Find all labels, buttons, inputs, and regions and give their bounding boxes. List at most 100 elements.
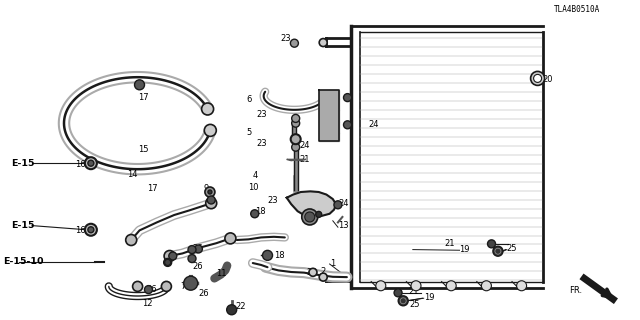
Circle shape — [205, 198, 217, 209]
Text: 17: 17 — [138, 93, 148, 102]
Text: 6: 6 — [246, 95, 252, 104]
Text: 18: 18 — [274, 251, 285, 260]
Circle shape — [309, 268, 317, 276]
Text: 26: 26 — [198, 289, 209, 298]
Text: 2: 2 — [320, 268, 325, 276]
Circle shape — [319, 273, 327, 281]
Text: 18: 18 — [255, 207, 266, 216]
Text: 8: 8 — [330, 93, 335, 102]
Text: E-15-10: E-15-10 — [3, 257, 44, 266]
Circle shape — [169, 252, 177, 260]
Circle shape — [145, 286, 152, 294]
Text: 19: 19 — [424, 293, 434, 302]
Circle shape — [531, 71, 545, 85]
Circle shape — [398, 296, 408, 306]
Circle shape — [394, 289, 402, 297]
Circle shape — [344, 121, 351, 129]
Text: 25: 25 — [507, 244, 517, 253]
Circle shape — [125, 235, 137, 245]
Polygon shape — [287, 191, 336, 217]
Text: 24: 24 — [300, 141, 310, 150]
Circle shape — [516, 281, 527, 291]
Circle shape — [205, 187, 215, 197]
Text: 4: 4 — [253, 172, 258, 180]
Circle shape — [208, 190, 212, 194]
Circle shape — [225, 233, 236, 244]
Text: 15: 15 — [138, 145, 148, 154]
Circle shape — [319, 38, 327, 46]
Text: 7: 7 — [180, 282, 186, 291]
Circle shape — [85, 224, 97, 236]
Text: 16: 16 — [76, 160, 86, 169]
Text: 13: 13 — [338, 221, 349, 230]
Text: FR.: FR. — [570, 286, 583, 295]
Circle shape — [400, 298, 406, 304]
Text: 19: 19 — [460, 245, 470, 254]
Circle shape — [134, 80, 145, 90]
Circle shape — [262, 250, 273, 260]
Circle shape — [164, 258, 172, 266]
Circle shape — [376, 281, 386, 291]
Text: 25: 25 — [410, 300, 420, 309]
Text: 1: 1 — [330, 260, 335, 268]
Text: 22: 22 — [236, 302, 246, 311]
Circle shape — [251, 210, 259, 218]
Circle shape — [316, 212, 322, 217]
Text: TLA4B0510A: TLA4B0510A — [554, 5, 600, 14]
Polygon shape — [319, 90, 339, 141]
Text: 26: 26 — [192, 262, 203, 271]
Circle shape — [227, 305, 237, 315]
Text: 21: 21 — [408, 287, 419, 296]
Text: 3: 3 — [314, 208, 319, 217]
Text: 16: 16 — [76, 226, 86, 235]
Text: 20: 20 — [543, 75, 553, 84]
Text: 24: 24 — [368, 120, 378, 129]
Text: 5: 5 — [246, 128, 252, 137]
Circle shape — [481, 281, 492, 291]
Text: 21: 21 — [445, 239, 455, 248]
Circle shape — [85, 157, 97, 169]
Circle shape — [195, 245, 202, 253]
Circle shape — [305, 212, 315, 222]
Circle shape — [302, 209, 317, 225]
Text: 27: 27 — [163, 258, 174, 267]
Text: 12: 12 — [142, 300, 152, 308]
Circle shape — [493, 246, 503, 256]
Circle shape — [291, 134, 301, 144]
Text: 17: 17 — [147, 184, 158, 193]
Circle shape — [207, 196, 215, 204]
Circle shape — [188, 255, 196, 262]
Circle shape — [411, 281, 421, 291]
Text: E-15: E-15 — [12, 159, 35, 168]
Circle shape — [188, 246, 196, 254]
Circle shape — [495, 248, 501, 254]
Circle shape — [184, 276, 198, 290]
Text: E-15: E-15 — [12, 221, 35, 230]
Circle shape — [446, 281, 456, 291]
Text: 9: 9 — [204, 184, 209, 193]
Circle shape — [132, 281, 143, 292]
Text: 23: 23 — [256, 110, 267, 119]
Circle shape — [161, 281, 172, 292]
Text: 24: 24 — [338, 199, 348, 208]
Circle shape — [534, 74, 541, 82]
Circle shape — [334, 201, 342, 209]
Circle shape — [164, 251, 175, 261]
Circle shape — [292, 114, 300, 122]
Circle shape — [292, 119, 300, 127]
Circle shape — [88, 227, 94, 233]
Polygon shape — [287, 159, 306, 161]
Text: 23: 23 — [280, 34, 291, 43]
Circle shape — [204, 124, 216, 136]
Text: 23: 23 — [256, 139, 267, 148]
Text: 28: 28 — [306, 268, 317, 277]
Text: 23: 23 — [268, 196, 278, 205]
Circle shape — [88, 160, 94, 166]
Text: 14: 14 — [127, 170, 137, 179]
Text: 21: 21 — [300, 155, 310, 164]
Text: 26: 26 — [192, 244, 203, 253]
Text: 26: 26 — [146, 285, 157, 294]
Text: 11: 11 — [216, 269, 227, 278]
Circle shape — [202, 103, 214, 115]
Circle shape — [344, 93, 351, 101]
